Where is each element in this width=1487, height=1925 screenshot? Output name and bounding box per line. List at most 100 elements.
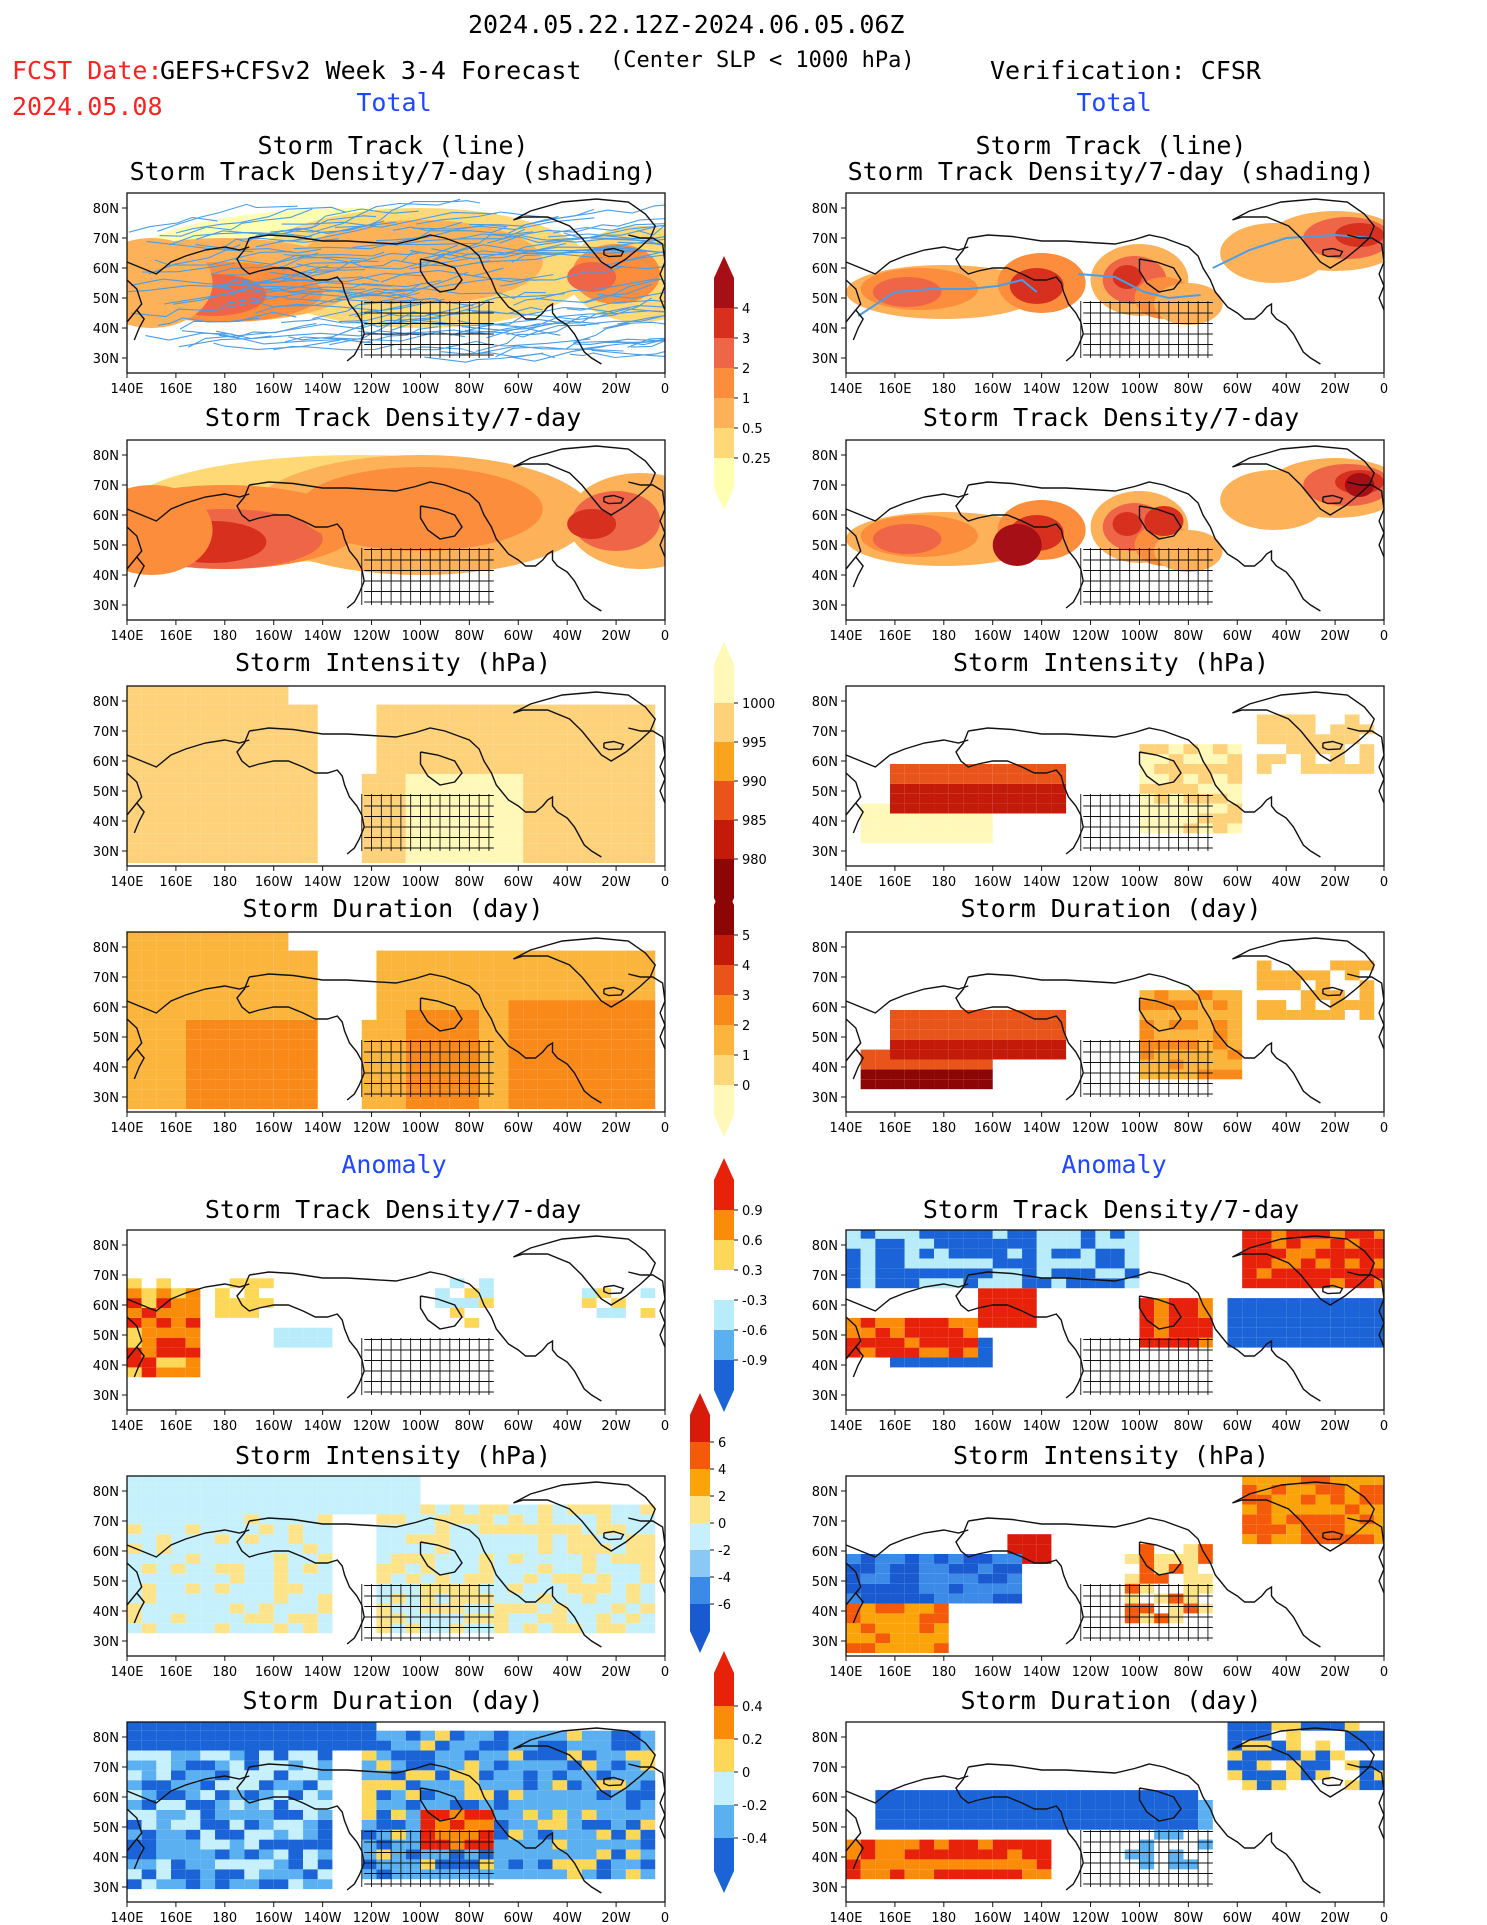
grid-cell (376, 803, 392, 814)
grid-cell (1036, 773, 1052, 784)
storm-track-line (128, 216, 218, 233)
grid-cell (156, 1790, 172, 1800)
grid-cell (904, 1623, 920, 1634)
grid-cell (288, 1079, 304, 1090)
grid-cell (493, 1760, 509, 1771)
grid-cell (860, 1593, 876, 1604)
grid-cell (200, 1484, 216, 1495)
grid-cell (405, 754, 421, 764)
grid-cell (1036, 1248, 1052, 1259)
grid-cell (244, 704, 260, 715)
grid-cell (464, 1770, 480, 1781)
grid-cell (376, 754, 392, 764)
grid-cell (596, 1524, 612, 1535)
grid-cell (127, 1079, 142, 1090)
grid-cell (449, 1029, 465, 1040)
colorbar-label: 2 (742, 362, 750, 377)
grid-cell (904, 764, 920, 774)
grid-cell (317, 1859, 333, 1870)
coastline-1-0 (968, 234, 1321, 365)
grid-cell (200, 1534, 216, 1545)
grid-cell (303, 1593, 318, 1604)
grid-cell (581, 704, 597, 715)
grid-cell (259, 694, 274, 705)
grid-cell (1139, 823, 1155, 834)
grid-cell (640, 714, 656, 725)
grid-cell (596, 764, 612, 774)
grid-cell (1007, 1573, 1023, 1584)
grid-cell (259, 1859, 274, 1870)
lat-tick-label: 70N (812, 1515, 838, 1530)
grid-cell (567, 950, 582, 961)
grid-cell (229, 1849, 245, 1860)
grid-cell (288, 1790, 304, 1800)
grid-cell (640, 980, 656, 991)
grid-cell (215, 694, 230, 705)
grid-cell (171, 1029, 186, 1040)
grid-cell (1066, 1230, 1081, 1239)
grid-cell (259, 1524, 274, 1535)
grid-cell (244, 1298, 260, 1308)
grid-cell (1256, 714, 1272, 725)
coastline-11-6 (845, 1529, 969, 1558)
grid-cell (156, 744, 172, 755)
grid-cell (919, 1603, 935, 1614)
grid-cell (904, 1357, 920, 1368)
colorbar-segment (714, 1673, 734, 1706)
grid-cell (156, 803, 172, 814)
grid-cell (435, 704, 450, 715)
grid-cell (1300, 1010, 1316, 1020)
grid-cell (1315, 734, 1331, 745)
storm-track-line (312, 271, 469, 320)
grid-cell (479, 734, 494, 745)
grid-cell (581, 1534, 597, 1545)
grid-cell (244, 1593, 260, 1604)
grid-cell (156, 823, 172, 834)
grid-cell (1154, 803, 1169, 814)
grid-cell (1359, 1484, 1375, 1495)
grid-cell (273, 1573, 289, 1584)
grid-cell (288, 1869, 304, 1880)
grid-cell (508, 1039, 524, 1050)
grid-cell (185, 1010, 201, 1020)
grid-cell (992, 1258, 1008, 1269)
grid-cell (567, 1029, 582, 1040)
colorbar-segment (690, 1550, 710, 1577)
grid-cell (420, 1079, 436, 1090)
grid-cell (904, 823, 920, 834)
grid-cell (552, 764, 568, 774)
grid-cell (200, 1780, 216, 1791)
grid-cell (215, 1623, 230, 1634)
grid-cell (934, 1554, 949, 1564)
grid-cell (567, 1780, 582, 1791)
grid-cell (405, 1524, 421, 1535)
grid-cell (171, 1563, 186, 1574)
grid-cell (229, 1593, 245, 1604)
grid-cell (156, 1869, 172, 1880)
grid-cell (479, 1000, 494, 1010)
grid-cell (611, 1554, 626, 1564)
grid-cell (156, 1000, 172, 1010)
grid-cell (552, 1069, 568, 1080)
grid-cell (200, 1029, 216, 1040)
lat-tick-label: 60N (93, 262, 119, 277)
storm-track-line (305, 268, 366, 277)
grid-cell (215, 980, 230, 991)
grid-cell (141, 1869, 157, 1880)
grid-cell (493, 1839, 509, 1850)
grid-cell (156, 1730, 172, 1741)
grid-cell (449, 960, 465, 971)
grid-cell (259, 1750, 274, 1761)
grid-cell (479, 1039, 494, 1050)
grid-cell (215, 1099, 230, 1109)
grid-cell (171, 1059, 186, 1070)
section-total-left: Total (356, 88, 432, 117)
grid-cell (625, 1534, 641, 1545)
lon-tick-label: 80W (1174, 1121, 1204, 1136)
grid-cell (493, 744, 509, 755)
grid-cell (1198, 1839, 1213, 1850)
grid-cell (640, 1069, 656, 1080)
grid-cell (537, 754, 553, 764)
grid-cell (581, 960, 597, 971)
grid-cell (1139, 1819, 1155, 1830)
